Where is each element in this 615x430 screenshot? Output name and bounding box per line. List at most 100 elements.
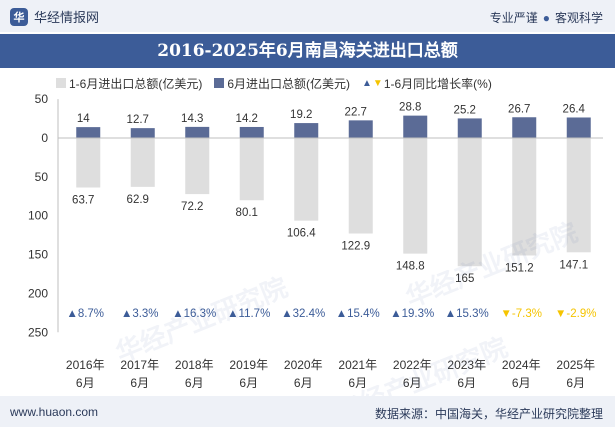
bar-june — [76, 127, 101, 138]
x-tick-label: 2022年 — [393, 358, 432, 372]
x-tick-label: 2016年 — [66, 358, 105, 372]
x-tick-label: 6月 — [566, 376, 585, 390]
bar-ytd — [76, 138, 101, 188]
footer-url[interactable]: www.huaon.com — [10, 405, 99, 419]
bar-ytd — [457, 138, 482, 267]
growth-label-down: ▼-7.3% — [501, 308, 542, 320]
data-label-ytd: 148.8 — [396, 261, 425, 273]
y-tick-label: 0 — [41, 131, 48, 145]
y-tick-label: 250 — [28, 325, 48, 339]
bar-ytd — [130, 138, 155, 187]
growth-label-up: ▲15.3% — [445, 308, 489, 320]
growth-label-up: ▲16.3% — [172, 308, 216, 320]
data-label-june: 25.2 — [454, 104, 476, 116]
data-label-ytd: 122.9 — [341, 240, 370, 252]
y-tick-label: 50 — [35, 92, 49, 106]
x-tick-label: 2023年 — [447, 358, 486, 372]
slogan-tag-1: 专业严谨 — [489, 11, 538, 25]
bar-june — [130, 128, 155, 138]
legend-label-june: 6月进出口总额(亿美元) — [227, 76, 351, 91]
data-label-june: 19.2 — [290, 109, 312, 121]
bar-ytd — [239, 138, 264, 201]
data-label-june: 26.7 — [508, 103, 530, 115]
bar-ytd — [348, 138, 373, 234]
growth-label-up: ▲11.7% — [227, 308, 270, 320]
y-tick-label: 150 — [28, 248, 48, 262]
footer: www.huaon.com 数据来源：中国海关，华经产业研究院整理 — [0, 396, 615, 427]
x-tick-label: 2021年 — [338, 358, 377, 372]
legend-item-june: 6月进出口总额(亿美元) — [214, 75, 350, 92]
data-label-ytd: 63.7 — [72, 194, 94, 206]
triangle-up-icon: ▲ — [362, 77, 372, 89]
bar-ytd — [185, 138, 210, 195]
bar-june — [457, 118, 482, 138]
legend-label-ytd: 1-6月进出口总额(亿美元) — [69, 76, 203, 91]
data-label-june: 14.3 — [181, 113, 203, 125]
footer-source: 数据来源：中国海关，华经产业研究院整理 — [374, 407, 603, 421]
x-tick-label: 2019年 — [229, 358, 268, 372]
x-tick-label: 6月 — [403, 376, 422, 390]
x-tick-label: 6月 — [348, 376, 367, 390]
bar-june — [348, 120, 373, 138]
data-label-june: 14.2 — [236, 113, 258, 125]
x-tick-label: 6月 — [512, 376, 531, 390]
data-label-june: 12.7 — [127, 114, 149, 126]
growth-label-up: ▲15.4% — [336, 308, 380, 320]
data-label-ytd: 151.2 — [505, 262, 534, 274]
y-tick-label: 100 — [28, 209, 48, 223]
x-tick-label: 2017年 — [120, 358, 159, 372]
data-label-june: 28.8 — [399, 102, 421, 114]
bar-june — [566, 117, 591, 138]
bar-ytd — [403, 138, 428, 254]
x-tick-label: 6月 — [294, 376, 313, 390]
y-tick-label: 200 — [28, 286, 48, 300]
bullet-icon: ● — [542, 11, 550, 25]
x-tick-label: 6月 — [185, 376, 204, 390]
bar-june — [403, 115, 428, 138]
chart-title: 2016-2025年6月南昌海关进出口总额 — [0, 34, 615, 68]
x-tick-label: 2024年 — [502, 358, 541, 372]
bar-june — [185, 126, 210, 138]
slogan-tag-2: 客观科学 — [554, 11, 603, 25]
bar-june — [512, 117, 537, 138]
x-tick-label: 6月 — [239, 376, 258, 390]
growth-label-up: ▲3.3% — [121, 308, 159, 320]
bar-ytd — [566, 138, 591, 253]
legend-swatch-dark — [214, 78, 225, 88]
data-label-ytd: 62.9 — [127, 194, 149, 206]
legend-item-growth: ▲ ▼ 1-6月同比增长率(%) — [362, 75, 492, 92]
bar-june — [294, 123, 319, 138]
bar-ytd — [512, 138, 537, 256]
x-tick-label: 2018年 — [175, 358, 214, 372]
data-label-ytd: 80.1 — [236, 207, 258, 219]
legend-item-ytd: 1-6月进出口总额(亿美元) — [56, 75, 202, 92]
x-tick-label: 6月 — [76, 376, 95, 390]
bar-ytd — [294, 138, 319, 221]
data-label-ytd: 147.1 — [559, 259, 588, 271]
data-label-june: 22.7 — [345, 106, 367, 118]
y-tick-label: 50 — [35, 170, 49, 184]
chart-plot: 50 0 50 100 150 200 250 14 63.7 ▲8.7% 2016年 6月 12.7 6… — [28, 92, 603, 390]
data-label-ytd: 165 — [455, 273, 474, 285]
x-tick-label: 6月 — [130, 376, 149, 390]
data-label-june: 26.4 — [563, 103, 586, 115]
growth-label-up: ▲8.7% — [66, 308, 104, 320]
growth-label-down: ▼-2.9% — [555, 308, 596, 320]
growth-label-up: ▲19.3% — [390, 308, 434, 320]
bar-june — [239, 126, 264, 138]
legend-label-growth: 1-6月同比增长率(%) — [383, 76, 492, 91]
data-label-ytd: 72.2 — [181, 201, 203, 213]
chart-legend: 1-6月进出口总额(亿美元) 6月进出口总额(亿美元) ▲ ▼ 1-6月同比增长率… — [56, 74, 504, 92]
slogan: 专业严谨 ● 客观科学 — [490, 9, 603, 26]
data-label-june: 14 — [77, 113, 90, 125]
x-tick-label: 2020年 — [284, 358, 323, 372]
growth-label-up: ▲32.4% — [281, 308, 325, 320]
x-tick-label: 2025年 — [556, 358, 595, 372]
brand-logo[interactable]: 华 华经情报网 — [10, 7, 99, 26]
triangle-down-icon: ▼ — [372, 77, 383, 89]
logo-icon: 华 — [10, 7, 28, 26]
brand-name: 华经情报网 — [34, 10, 100, 25]
x-tick-label: 6月 — [457, 376, 476, 390]
data-label-ytd: 106.4 — [287, 228, 316, 240]
top-bar: 华 华经情报网 专业严谨 ● 客观科学 — [0, 0, 615, 32]
